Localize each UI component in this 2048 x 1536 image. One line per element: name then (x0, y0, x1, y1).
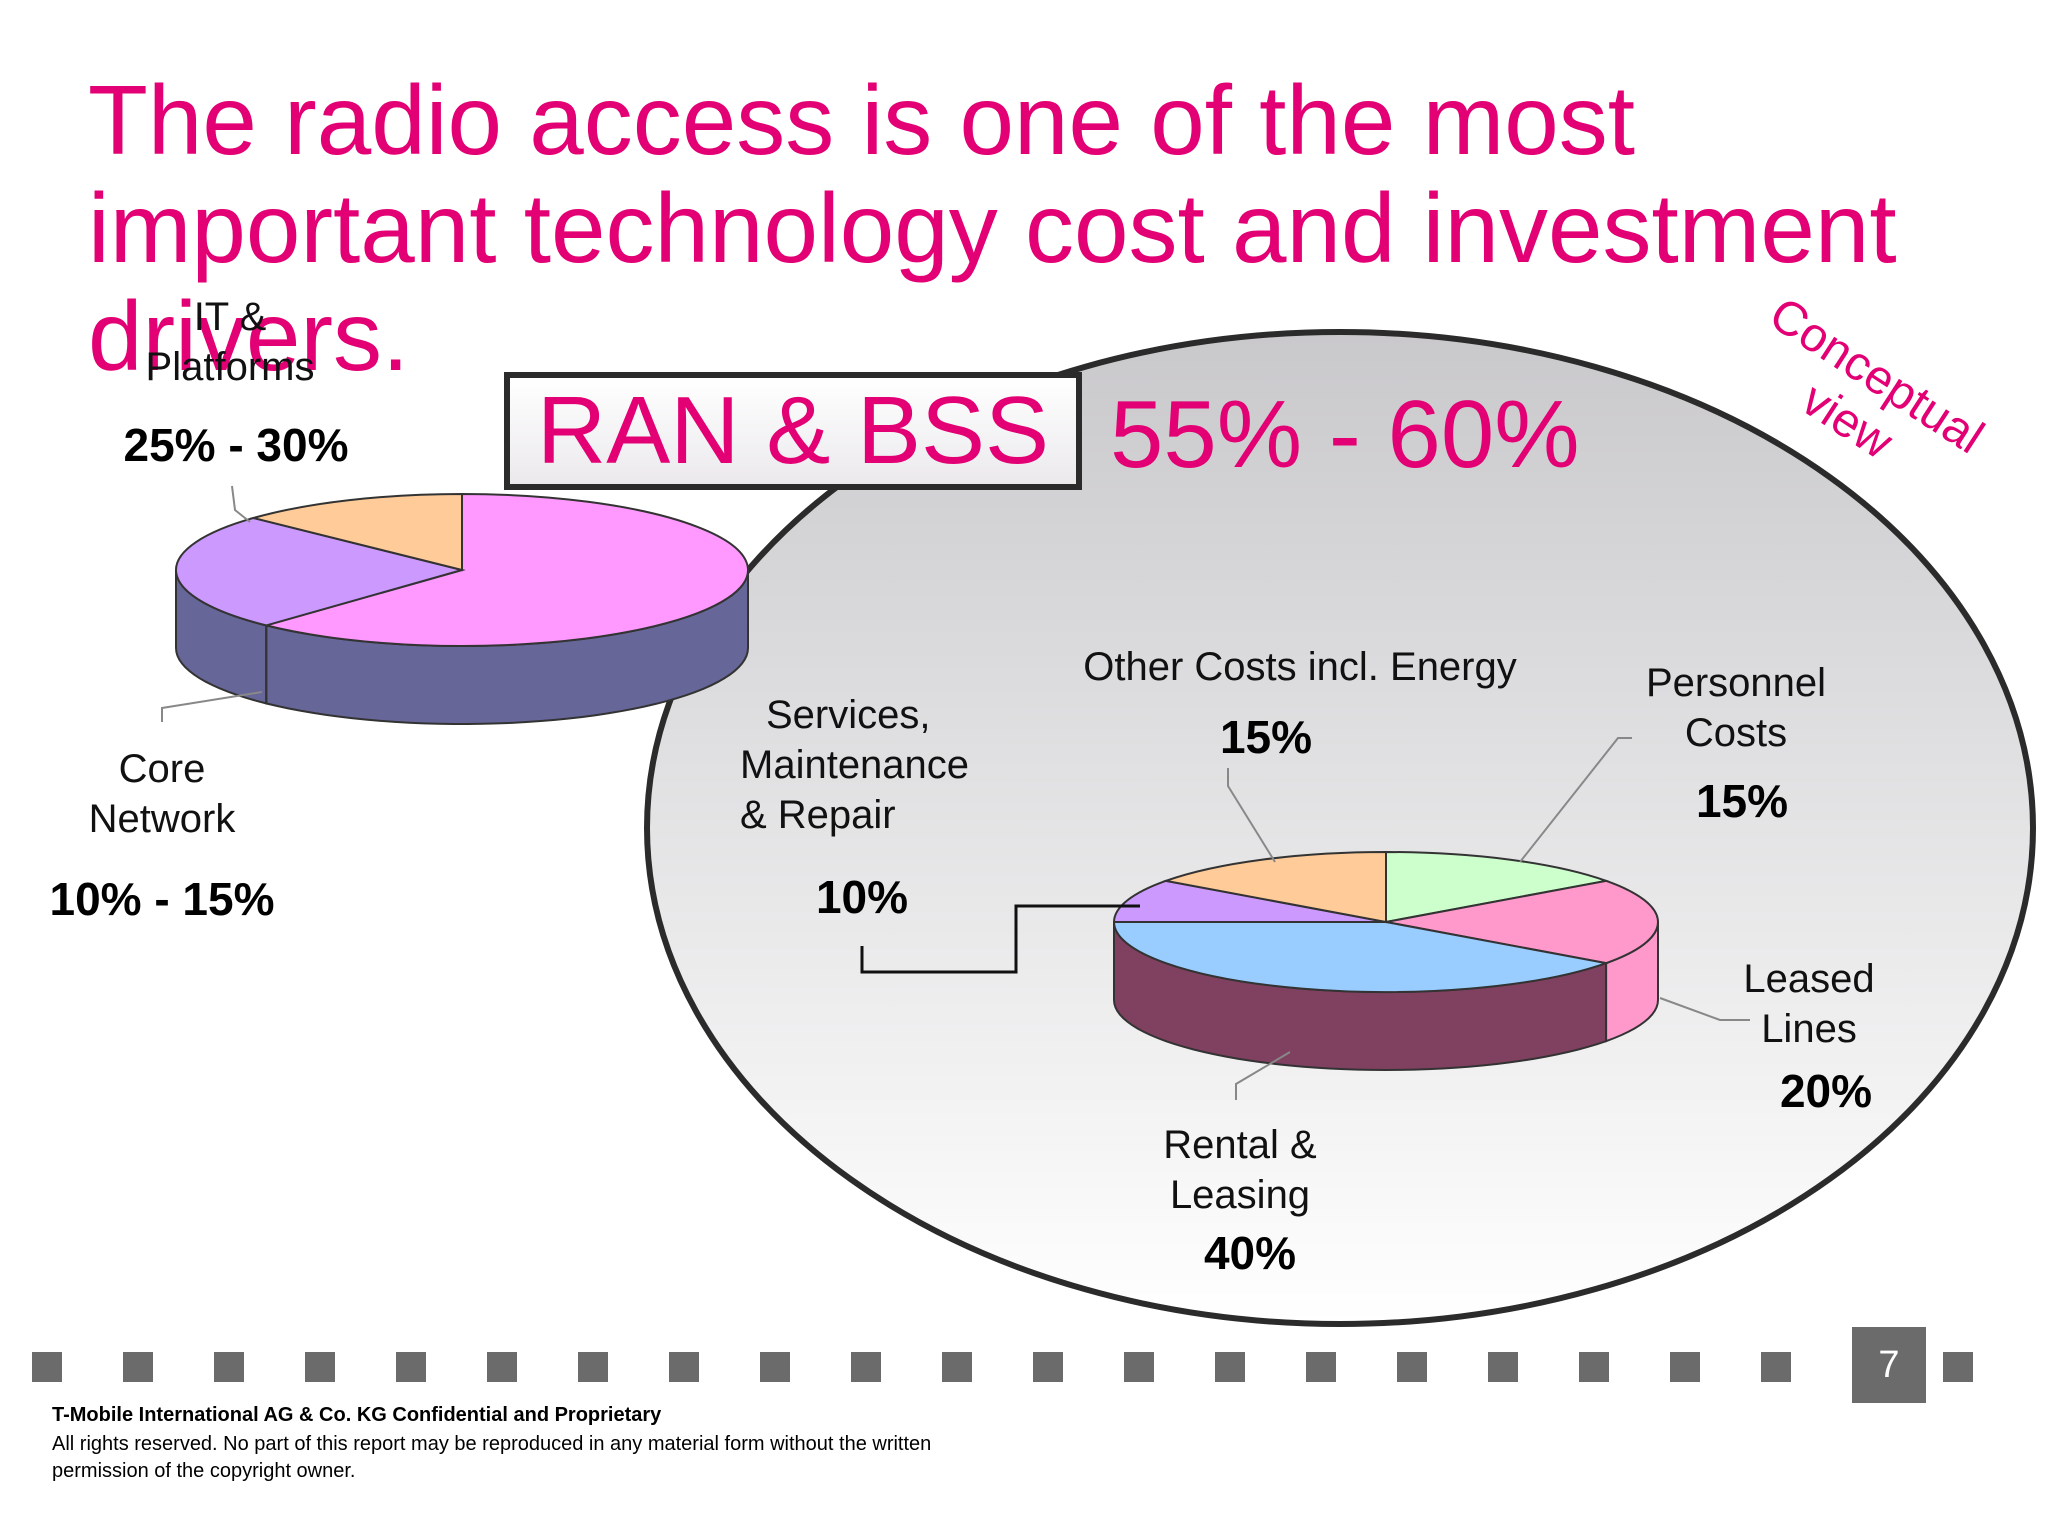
services-line-2: Maintenance (740, 743, 970, 787)
it-line-2: Platforms (145, 345, 315, 389)
services-line-1: Services, (766, 693, 931, 737)
footer-square (942, 1352, 972, 1382)
slide-title: The radio access is one of the most impo… (88, 65, 1897, 391)
rental-line-2: Leasing (1169, 1173, 1311, 1217)
left-pie-slice-it-platforms (175, 516, 466, 627)
personnel-line-1: Personnel (1645, 661, 1827, 705)
footer-square (1761, 1352, 1791, 1382)
pct-other-costs: 15% (1219, 711, 1313, 763)
label-services: Services, Maintenance & Repair (740, 690, 1000, 840)
ran-bss-label: RAN & BSS (536, 377, 1050, 484)
leader-lines (161, 485, 1750, 1100)
right-pie-slice-rental-leasing (1112, 921, 1610, 993)
footer-square (1579, 1352, 1609, 1382)
personnel-line-2: Costs (1684, 711, 1788, 755)
footer-square (1397, 1352, 1427, 1382)
label-rental-leasing: Rental & Leasing (1140, 1120, 1340, 1220)
footer-squares (32, 1352, 1973, 1382)
services-line-3: & Repair (740, 793, 896, 837)
label-it-platforms: IT & Platforms (130, 292, 330, 392)
page-number: 7 (1878, 1343, 1900, 1386)
leader-services (860, 904, 1140, 974)
ran-bss-box: RAN & BSS (504, 372, 1082, 490)
leader-it (231, 485, 251, 523)
footer-square (305, 1352, 335, 1382)
label-core-network: Core Network (62, 744, 262, 844)
footer-square (1306, 1352, 1336, 1382)
pct-core-network: 10% - 15% (49, 873, 275, 925)
right-pie-slice-personnel-costs (1385, 850, 1610, 924)
label-personnel-costs: Personnel Costs (1620, 658, 1852, 758)
leader-personnel (1519, 737, 1632, 863)
right-pie-slice-services-maintenance-repair (1112, 879, 1387, 923)
footer-square (669, 1352, 699, 1382)
footer-company: T-Mobile International AG & Co. KG Confi… (52, 1404, 662, 1426)
pct-it-platforms: 25% - 30% (123, 419, 349, 471)
footer-rights: All rights reserved. No part of this rep… (52, 1433, 932, 1482)
footer-square (1488, 1352, 1518, 1382)
leader-core (161, 691, 263, 722)
pct-leased-lines: 20% (1779, 1065, 1873, 1117)
ran-oval (644, 329, 2036, 1327)
footer-square (1670, 1352, 1700, 1382)
left-pie-slice-ran-bss (262, 492, 749, 647)
page-number-box: 7 (1852, 1327, 1926, 1403)
right-pie-slice-other-costs-incl-energy (1162, 850, 1387, 924)
leader-other (1227, 768, 1276, 863)
ran-bss-percent: 55% - 60% (1110, 381, 1580, 488)
footer-square (214, 1352, 244, 1382)
footer-square (396, 1352, 426, 1382)
left-pie (175, 492, 749, 725)
leader-rental (1235, 1051, 1291, 1100)
pct-services: 10% (815, 871, 909, 923)
pct-rental-leasing: 40% (1203, 1227, 1297, 1279)
footer-square (32, 1352, 62, 1382)
rental-line-1: Rental & (1163, 1123, 1317, 1167)
leader-leased (1659, 997, 1750, 1021)
footer-square (1215, 1352, 1245, 1382)
label-leased-lines: Leased Lines (1716, 954, 1902, 1054)
label-other-costs: Other Costs incl. Energy (1083, 645, 1517, 689)
leased-line-1: Leased (1743, 957, 1875, 1001)
leased-line-2: Lines (1761, 1007, 1857, 1051)
right-pie-slice-leased-lines (1385, 879, 1659, 965)
footer-square (487, 1352, 517, 1382)
footer-square (1124, 1352, 1154, 1382)
it-line-1: IT & (193, 295, 267, 339)
core-line-2: Network (88, 797, 236, 841)
core-line-1: Core (118, 747, 206, 791)
left-pie-slice-core-network (249, 492, 463, 572)
pct-personnel-costs: 15% (1695, 775, 1789, 827)
footer-square (851, 1352, 881, 1382)
footer-square (760, 1352, 790, 1382)
right-pie (1112, 850, 1659, 1072)
footer-square (123, 1352, 153, 1382)
footer-square (578, 1352, 608, 1382)
footer-square (1943, 1352, 1973, 1382)
footer-square (1033, 1352, 1063, 1382)
